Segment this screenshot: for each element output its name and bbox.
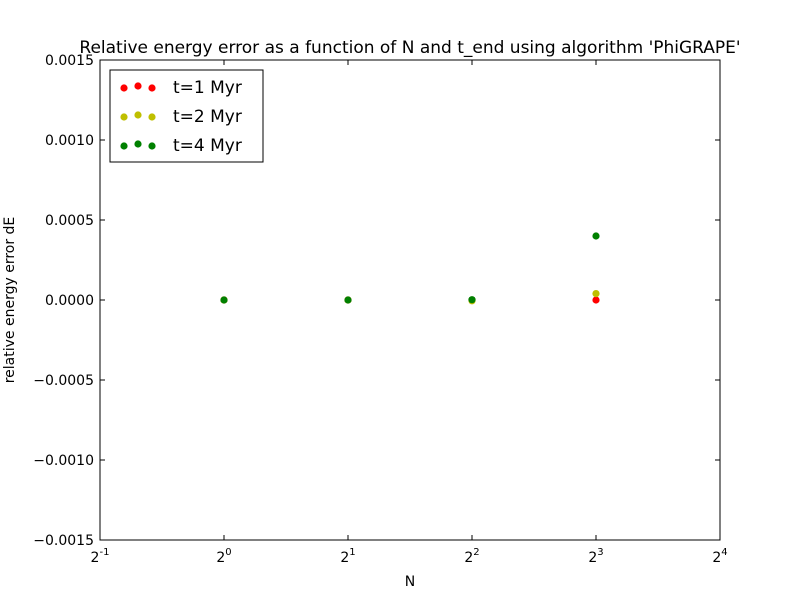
x-tick-exponent: 3 — [597, 547, 603, 558]
y-tick-label: −0.0010 — [33, 453, 94, 469]
data-point-series-2 — [592, 290, 600, 298]
legend-marker — [134, 111, 142, 119]
x-tick-base: 2 — [464, 550, 473, 566]
x-tick-label: 22 — [464, 547, 479, 566]
chart-title: Relative energy error as a function of N… — [79, 38, 740, 58]
legend-label: t=1 Myr — [173, 78, 242, 98]
x-tick-label: 20 — [216, 547, 231, 566]
x-tick-base: 2 — [216, 550, 225, 566]
data-point-series-3 — [220, 296, 228, 304]
x-tick-base: 2 — [712, 550, 721, 566]
x-tick-exponent: 4 — [721, 547, 727, 558]
y-tick-label: 0.0010 — [45, 133, 94, 149]
x-tick-base: 2 — [340, 550, 349, 566]
y-tick-label: −0.0005 — [33, 373, 94, 389]
legend-marker — [120, 84, 128, 92]
legend-label: t=4 Myr — [173, 136, 242, 156]
y-axis-ticks: 0.0015 0.0010 0.0005 0.0000 −0.0005 −0.0010 −0… — [33, 53, 720, 549]
legend-marker — [120, 142, 128, 150]
legend-marker — [120, 113, 128, 121]
x-tick-label: 2-1 — [91, 547, 110, 566]
x-tick-base: 2 — [91, 550, 100, 566]
x-tick-label: 21 — [340, 547, 355, 566]
y-tick-label: 0.0000 — [45, 293, 94, 309]
x-tick-exponent: 0 — [225, 547, 231, 558]
y-tick-label: −0.0015 — [33, 533, 94, 549]
data-point-series-3 — [468, 296, 476, 304]
data-points — [220, 232, 600, 305]
legend: t=1 Myr t=2 Myr t=4 Myr — [109, 69, 264, 163]
legend-marker — [134, 82, 142, 90]
y-tick-label: 0.0005 — [45, 213, 94, 229]
x-tick-exponent: 1 — [349, 547, 355, 558]
x-axis-ticks: 2-1 20 21 22 23 24 — [91, 60, 728, 566]
data-point-series-3 — [344, 296, 352, 304]
x-tick-exponent: 2 — [473, 547, 479, 558]
legend-marker — [148, 142, 156, 150]
legend-marker — [148, 113, 156, 121]
data-point-series-1 — [592, 296, 600, 304]
x-tick-base: 2 — [588, 550, 597, 566]
legend-marker — [134, 140, 142, 148]
y-axis-label: relative energy error dE — [2, 217, 18, 384]
legend-label: t=2 Myr — [173, 107, 242, 127]
x-tick-label: 24 — [712, 547, 727, 566]
legend-marker — [148, 84, 156, 92]
x-axis-label: N — [405, 574, 415, 590]
x-tick-label: 23 — [588, 547, 603, 566]
data-point-series-3 — [592, 232, 600, 240]
y-tick-label: 0.0015 — [45, 53, 94, 69]
x-tick-exponent: -1 — [99, 547, 109, 558]
